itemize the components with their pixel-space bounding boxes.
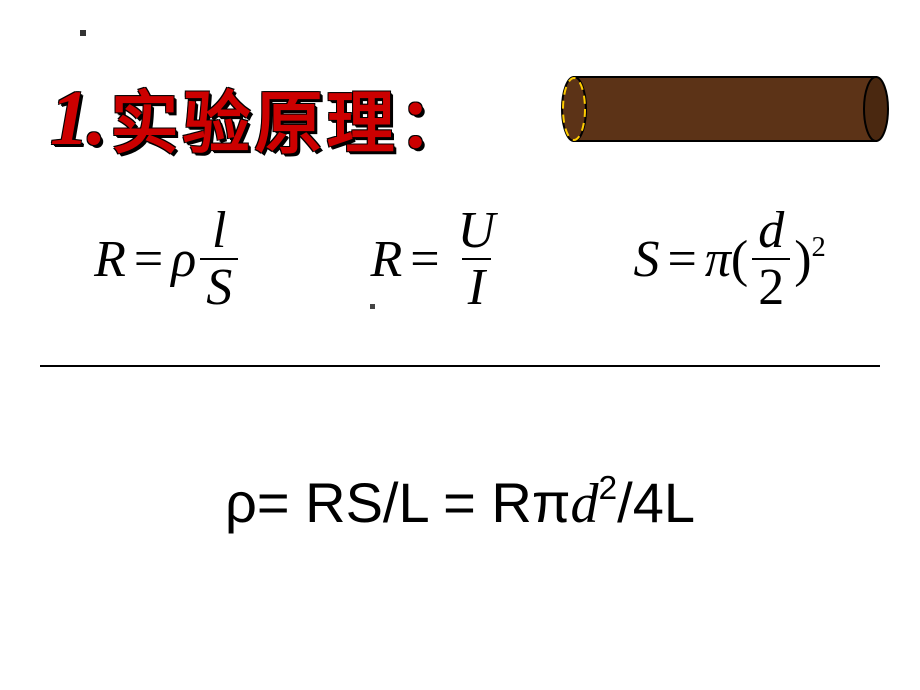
d-exp: 2 <box>598 470 617 507</box>
f1-eq: = <box>134 230 163 289</box>
f3-pi: π <box>705 230 731 289</box>
f3-den: 2 <box>752 258 790 314</box>
f2-frac: U I <box>452 205 502 314</box>
formula-s-pid2: S = π ( d 2 ) 2 <box>634 205 826 314</box>
derived-formula: ρ= RS/L = Rπd2/4L <box>0 470 920 536</box>
f1-lhs: R <box>94 230 126 289</box>
d-4l: /4L <box>617 471 695 534</box>
title-text: 实验原理： <box>111 68 471 167</box>
f2-eq: = <box>410 230 439 289</box>
f3-num: d <box>752 205 790 258</box>
f1-frac: l S <box>200 205 238 314</box>
d-eq2: = <box>443 471 491 534</box>
f1-rho: ρ <box>171 230 196 289</box>
d-eq1: = <box>257 471 305 534</box>
f2-num: U <box>452 205 502 258</box>
f3-lparen: ( <box>731 230 748 289</box>
title-row: 1. 实验原理： <box>50 68 471 167</box>
f3-rparen: ) <box>794 230 811 289</box>
center-dot <box>370 304 375 309</box>
divider-line <box>40 365 880 367</box>
f1-num: l <box>206 205 232 258</box>
f2-den: I <box>462 258 491 314</box>
d-d: d <box>570 473 598 535</box>
formula-r-rho-ls: R = ρ l S <box>94 205 242 314</box>
d-rpi: Rπ <box>491 471 570 534</box>
slide: 1. 实验原理： R = ρ l S R = U I <box>0 0 920 690</box>
formula-row: R = ρ l S R = U I S = π ( d 2 ) <box>0 205 920 314</box>
cylinder-illustration <box>560 75 890 150</box>
f3-frac: d 2 <box>752 205 790 314</box>
cylinder-svg <box>560 75 890 145</box>
f3-exp: 2 <box>812 232 826 264</box>
f2-lhs: R <box>371 230 403 289</box>
slide-marker <box>80 30 86 36</box>
d-rs: RS/L <box>305 471 443 534</box>
formula-r-ui: R = U I <box>371 205 506 314</box>
d-rho: ρ <box>225 471 257 534</box>
title-number: 1. <box>50 73 105 163</box>
f3-lhs: S <box>634 230 660 289</box>
f3-eq: = <box>668 230 697 289</box>
f1-den: S <box>200 258 238 314</box>
